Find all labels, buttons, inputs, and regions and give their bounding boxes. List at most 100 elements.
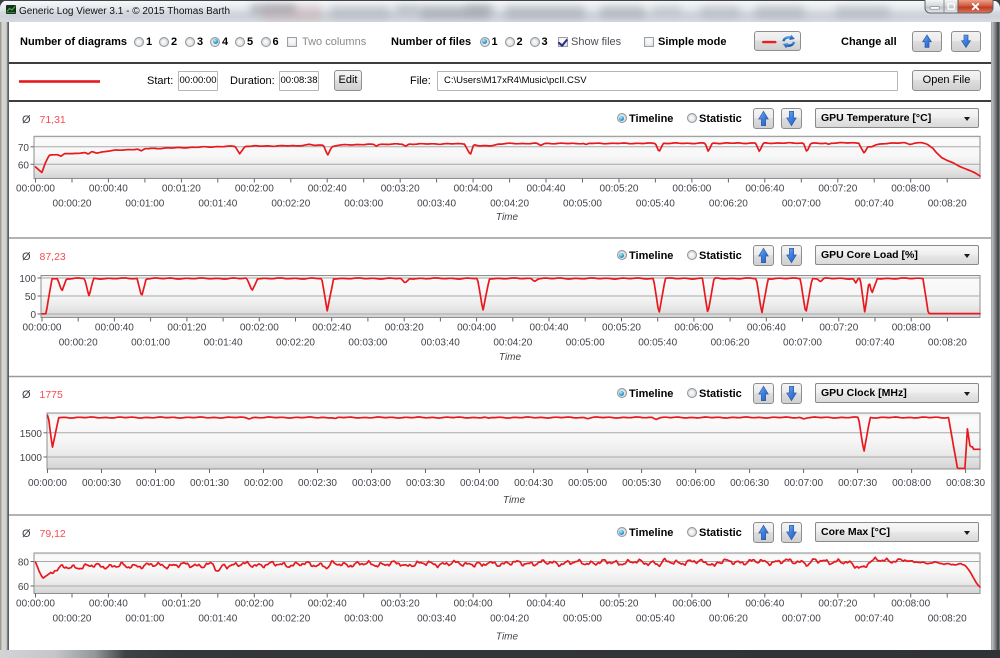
- svg-text:00:02:00: 00:02:00: [240, 323, 279, 334]
- svg-text:00:07:20: 00:07:20: [818, 599, 857, 610]
- svg-text:00:05:20: 00:05:20: [602, 323, 641, 334]
- svg-text:00:00:20: 00:00:20: [59, 338, 98, 349]
- svg-text:00:06:40: 00:06:40: [745, 599, 784, 610]
- svg-text:00:08:20: 00:08:20: [928, 614, 967, 625]
- svg-text:00:06:20: 00:06:20: [709, 614, 748, 625]
- svg-text:00:01:40: 00:01:40: [198, 614, 237, 625]
- svg-text:00:03:00: 00:03:00: [352, 478, 391, 489]
- svg-text:00:01:00: 00:01:00: [136, 478, 175, 489]
- svg-text:00:00:00: 00:00:00: [16, 599, 55, 610]
- svg-text:00:01:00: 00:01:00: [125, 199, 164, 210]
- svg-text:00:06:00: 00:06:00: [674, 323, 713, 334]
- svg-text:00:01:30: 00:01:30: [190, 478, 229, 489]
- svg-text:00:07:40: 00:07:40: [855, 199, 894, 210]
- svg-text:00:01:00: 00:01:00: [125, 614, 164, 625]
- svg-text:00:05:40: 00:05:40: [636, 199, 675, 210]
- svg-text:00:07:00: 00:07:00: [784, 478, 823, 489]
- svg-text:00:05:30: 00:05:30: [622, 478, 661, 489]
- svg-text:Time: Time: [499, 352, 522, 363]
- svg-text:00:04:00: 00:04:00: [457, 323, 496, 334]
- svg-text:00:03:00: 00:03:00: [344, 614, 383, 625]
- svg-text:00:03:00: 00:03:00: [344, 199, 383, 210]
- svg-text:00:06:30: 00:06:30: [730, 478, 769, 489]
- svg-text:00:07:00: 00:07:00: [782, 614, 821, 625]
- svg-text:00:04:40: 00:04:40: [527, 184, 566, 195]
- svg-text:00:01:40: 00:01:40: [198, 199, 237, 210]
- svg-text:00:01:20: 00:01:20: [162, 599, 201, 610]
- svg-text:00:03:40: 00:03:40: [417, 614, 456, 625]
- svg-text:00:07:00: 00:07:00: [782, 199, 821, 210]
- svg-text:00:02:30: 00:02:30: [298, 478, 337, 489]
- svg-text:00:06:40: 00:06:40: [747, 323, 786, 334]
- svg-text:0: 0: [30, 310, 36, 321]
- svg-text:00:08:00: 00:08:00: [892, 478, 931, 489]
- svg-text:00:00:40: 00:00:40: [89, 599, 128, 610]
- svg-text:100: 100: [19, 274, 36, 285]
- svg-text:00:05:00: 00:05:00: [563, 199, 602, 210]
- svg-text:00:05:40: 00:05:40: [638, 338, 677, 349]
- svg-text:00:03:00: 00:03:00: [348, 338, 387, 349]
- svg-text:Time: Time: [496, 212, 519, 223]
- svg-text:00:00:00: 00:00:00: [28, 478, 67, 489]
- svg-text:00:07:20: 00:07:20: [818, 184, 857, 195]
- svg-text:00:04:00: 00:04:00: [454, 184, 493, 195]
- svg-text:00:04:20: 00:04:20: [490, 614, 529, 625]
- svg-text:71,31: 71,31: [40, 114, 66, 126]
- svg-text:00:04:00: 00:04:00: [460, 478, 499, 489]
- svg-text:00:03:20: 00:03:20: [381, 184, 420, 195]
- svg-text:00:06:40: 00:06:40: [745, 184, 784, 195]
- svg-text:1000: 1000: [20, 453, 43, 464]
- svg-text:00:04:40: 00:04:40: [530, 323, 569, 334]
- svg-text:00:07:00: 00:07:00: [783, 338, 822, 349]
- svg-text:00:05:20: 00:05:20: [600, 184, 639, 195]
- svg-text:00:07:40: 00:07:40: [856, 338, 895, 349]
- svg-text:00:01:00: 00:01:00: [131, 338, 170, 349]
- svg-text:00:06:20: 00:06:20: [711, 338, 750, 349]
- svg-text:00:08:20: 00:08:20: [928, 199, 967, 210]
- svg-text:00:04:00: 00:04:00: [454, 599, 493, 610]
- svg-text:80: 80: [18, 558, 30, 569]
- svg-text:00:02:00: 00:02:00: [235, 184, 274, 195]
- svg-text:00:08:30: 00:08:30: [946, 478, 985, 489]
- svg-text:00:01:20: 00:01:20: [167, 323, 206, 334]
- svg-text:00:01:20: 00:01:20: [162, 184, 201, 195]
- svg-text:00:08:00: 00:08:00: [891, 599, 930, 610]
- svg-text:00:07:30: 00:07:30: [838, 478, 877, 489]
- svg-text:00:07:20: 00:07:20: [819, 323, 858, 334]
- svg-text:60: 60: [18, 582, 30, 593]
- svg-text:00:06:20: 00:06:20: [709, 199, 748, 210]
- svg-text:Ø: Ø: [22, 114, 31, 126]
- svg-text:00:04:20: 00:04:20: [493, 338, 532, 349]
- svg-text:Ø: Ø: [22, 251, 31, 263]
- svg-text:00:03:40: 00:03:40: [421, 338, 460, 349]
- svg-text:00:06:00: 00:06:00: [672, 599, 711, 610]
- svg-text:00:02:40: 00:02:40: [308, 184, 347, 195]
- svg-text:00:00:20: 00:00:20: [53, 199, 92, 210]
- svg-text:00:00:40: 00:00:40: [89, 184, 128, 195]
- svg-text:00:02:20: 00:02:20: [276, 338, 315, 349]
- svg-text:00:05:00: 00:05:00: [568, 478, 607, 489]
- svg-text:Time: Time: [503, 495, 526, 506]
- svg-text:00:03:20: 00:03:20: [381, 599, 420, 610]
- svg-text:79,12: 79,12: [40, 528, 66, 540]
- svg-text:00:00:40: 00:00:40: [95, 323, 134, 334]
- svg-text:00:05:00: 00:05:00: [563, 614, 602, 625]
- svg-text:00:02:40: 00:02:40: [308, 599, 347, 610]
- svg-text:Ø: Ø: [22, 389, 31, 401]
- svg-text:00:00:00: 00:00:00: [16, 184, 55, 195]
- svg-text:Ø: Ø: [22, 528, 31, 540]
- svg-text:50: 50: [25, 292, 37, 303]
- svg-text:60: 60: [18, 160, 30, 171]
- svg-text:00:02:20: 00:02:20: [271, 614, 310, 625]
- svg-text:00:05:20: 00:05:20: [600, 599, 639, 610]
- svg-text:00:05:40: 00:05:40: [636, 614, 675, 625]
- svg-text:00:00:30: 00:00:30: [82, 478, 121, 489]
- svg-text:1775: 1775: [40, 389, 64, 401]
- svg-text:00:06:00: 00:06:00: [672, 184, 711, 195]
- svg-text:00:08:00: 00:08:00: [891, 184, 930, 195]
- svg-text:00:08:20: 00:08:20: [928, 338, 967, 349]
- svg-text:87,23: 87,23: [40, 251, 66, 263]
- svg-text:00:00:20: 00:00:20: [53, 614, 92, 625]
- svg-text:00:08:00: 00:08:00: [892, 323, 931, 334]
- svg-text:00:03:20: 00:03:20: [385, 323, 424, 334]
